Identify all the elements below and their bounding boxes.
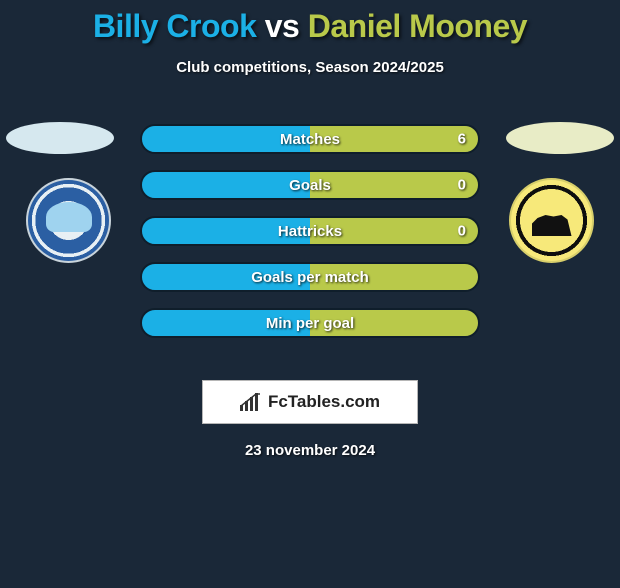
comparison-arena: Matches 6 Goals 0 Hattricks 0 Goals per …: [0, 104, 620, 364]
vs-separator: vs: [265, 8, 300, 44]
brand-text: FcTables.com: [268, 392, 380, 412]
stat-label: Goals per match: [251, 269, 369, 286]
boston-united-badge: [509, 178, 594, 263]
stat-label: Matches: [280, 131, 340, 148]
player1-name: Billy Crook: [93, 8, 256, 44]
stat-value-right: 6: [458, 131, 466, 148]
player2-name: Daniel Mooney: [308, 8, 527, 44]
braintree-town-badge: [26, 178, 111, 263]
stat-row: Matches 6: [140, 124, 480, 154]
player2-photo-placeholder: [506, 122, 614, 154]
stat-value-right: 0: [458, 223, 466, 240]
stat-row: Goals per match: [140, 262, 480, 292]
stat-rows: Matches 6 Goals 0 Hattricks 0 Goals per …: [140, 124, 480, 354]
club-crest-icon: [46, 202, 92, 232]
stat-value-right: 0: [458, 177, 466, 194]
player1-photo-placeholder: [6, 122, 114, 154]
stat-label: Min per goal: [266, 315, 354, 332]
snapshot-date: 23 november 2024: [0, 442, 620, 459]
season-subtitle: Club competitions, Season 2024/2025: [0, 59, 620, 76]
stat-label: Goals: [289, 177, 331, 194]
stat-row: Min per goal: [140, 308, 480, 338]
bar-chart-icon: [240, 393, 262, 411]
club-crest-icon: [532, 206, 572, 236]
comparison-title: Billy Crook vs Daniel Mooney: [0, 8, 620, 45]
brand-watermark: FcTables.com: [202, 380, 418, 424]
stat-label: Hattricks: [278, 223, 342, 240]
stat-row: Goals 0: [140, 170, 480, 200]
stat-row: Hattricks 0: [140, 216, 480, 246]
